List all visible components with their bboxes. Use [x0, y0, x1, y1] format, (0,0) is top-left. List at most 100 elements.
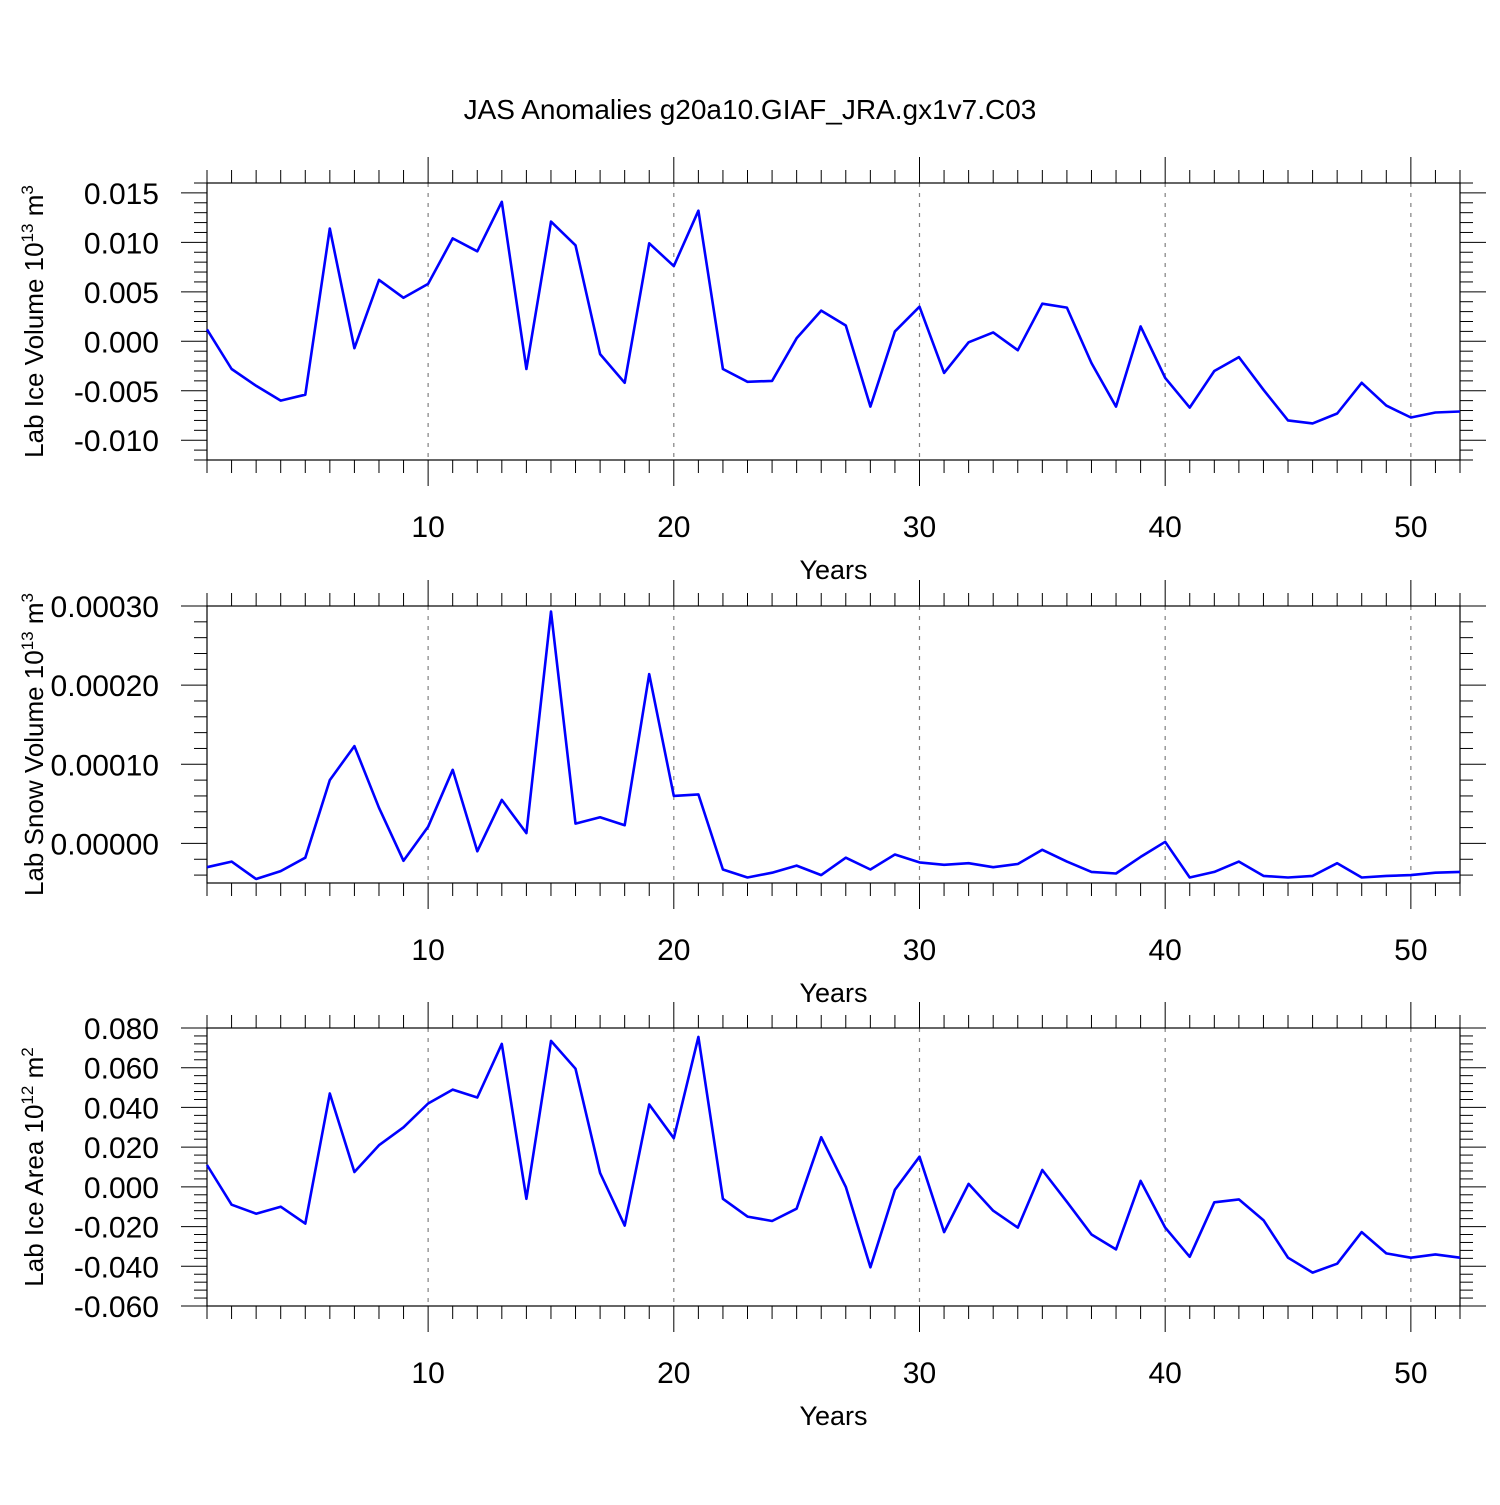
data-point — [1361, 876, 1363, 878]
data-point — [1434, 1253, 1436, 1255]
y-axis-label: Lab Ice Volume 1013 m3 — [18, 185, 49, 458]
data-point — [795, 1208, 797, 1210]
data-point — [1459, 1257, 1461, 1259]
data-point — [845, 856, 847, 858]
data-point — [1090, 871, 1092, 873]
data-point — [1311, 1271, 1313, 1273]
data-point — [255, 385, 257, 387]
x-tick-label: 10 — [411, 511, 444, 544]
y-tick-label: 0.00000 — [51, 828, 159, 861]
data-point — [402, 860, 404, 862]
y-tick-label: 0.040 — [84, 1092, 159, 1125]
data-point — [451, 237, 453, 239]
data-point — [427, 283, 429, 285]
data-point — [1164, 377, 1166, 379]
x-tick-label: 30 — [903, 1357, 936, 1390]
data-point — [280, 399, 282, 401]
x-axis-label: Years — [799, 555, 867, 585]
data-point — [992, 866, 994, 868]
data-point — [1017, 1226, 1019, 1228]
data-point — [353, 1171, 355, 1173]
data-point — [1066, 1201, 1068, 1203]
data-point — [230, 860, 232, 862]
data-point — [1213, 871, 1215, 873]
data-point — [943, 864, 945, 866]
x-axis-label: Years — [799, 978, 867, 1008]
data-point — [894, 1189, 896, 1191]
data-point — [992, 1209, 994, 1211]
data-point — [967, 1183, 969, 1185]
y-tick-label: 0.080 — [84, 1013, 159, 1046]
data-point — [230, 1204, 232, 1206]
data-point — [378, 279, 380, 281]
data-point — [476, 850, 478, 852]
data-point — [697, 793, 699, 795]
panel-1: 10 20 30 40 50 Years -0.010 -0.005 0.000 0.005 0.0… — [18, 157, 1486, 585]
data-point — [255, 1212, 257, 1214]
data-point — [1336, 412, 1338, 414]
y-tick-label: 0.010 — [84, 227, 159, 260]
data-point — [1410, 1257, 1412, 1259]
data-point — [1017, 863, 1019, 865]
x-tick-label: 20 — [657, 1357, 690, 1390]
x-tick-label: 10 — [411, 934, 444, 967]
y-tick-label: -0.040 — [74, 1251, 159, 1284]
data-point — [845, 1186, 847, 1188]
data-point — [894, 330, 896, 332]
data-point — [771, 380, 773, 382]
data-point — [795, 337, 797, 339]
data-point — [1311, 875, 1313, 877]
data-point — [304, 394, 306, 396]
data-point — [1385, 404, 1387, 406]
data-point — [623, 382, 625, 384]
data-point — [648, 242, 650, 244]
data-point — [967, 862, 969, 864]
data-point — [918, 1155, 920, 1157]
data-point — [1139, 325, 1141, 327]
data-point — [1189, 876, 1191, 878]
data-point — [673, 795, 675, 797]
data-point — [304, 856, 306, 858]
x-tick-label: 50 — [1394, 934, 1427, 967]
data-point — [673, 1137, 675, 1139]
data-point — [1115, 405, 1117, 407]
data-point — [869, 405, 871, 407]
data-point — [1434, 411, 1436, 413]
data-point — [574, 822, 576, 824]
data-point — [697, 1036, 699, 1038]
data-point — [1066, 306, 1068, 308]
data-point — [1017, 349, 1019, 351]
data-point — [1090, 362, 1092, 364]
data-point — [967, 341, 969, 343]
x-tick-label: 40 — [1148, 1357, 1181, 1390]
data-point — [1139, 856, 1141, 858]
data-point — [402, 297, 404, 299]
data-point — [280, 1206, 282, 1208]
series-line — [205, 1035, 1461, 1274]
data-point — [255, 878, 257, 880]
data-point — [1115, 1248, 1117, 1250]
data-point — [1311, 422, 1313, 424]
data-point — [746, 876, 748, 878]
data-point — [451, 1088, 453, 1090]
data-point — [918, 861, 920, 863]
data-point — [1336, 1263, 1338, 1265]
series-line — [205, 200, 1461, 425]
chart-panels: 10 20 30 40 50 Years -0.010 -0.005 0.000 0.005 0.0… — [18, 157, 1486, 1431]
data-point — [894, 853, 896, 855]
data-point — [795, 864, 797, 866]
data-point — [1066, 860, 1068, 862]
data-point — [697, 210, 699, 212]
data-point — [329, 1092, 331, 1094]
data-point — [1287, 419, 1289, 421]
plot-frame — [206, 605, 1461, 884]
panel-3: 10 20 30 40 50 Years -0.060 -0.040 -0.020 0.000 0.… — [18, 1002, 1486, 1431]
y-tick-label: -0.010 — [74, 425, 159, 458]
data-point — [1189, 1256, 1191, 1258]
x-axis-label: Years — [799, 1401, 867, 1431]
y-tick-label: 0.015 — [84, 178, 159, 211]
data-point — [304, 1222, 306, 1224]
y-tick-label: 0.00010 — [51, 749, 159, 782]
data-point — [820, 874, 822, 876]
data-point — [206, 328, 208, 330]
